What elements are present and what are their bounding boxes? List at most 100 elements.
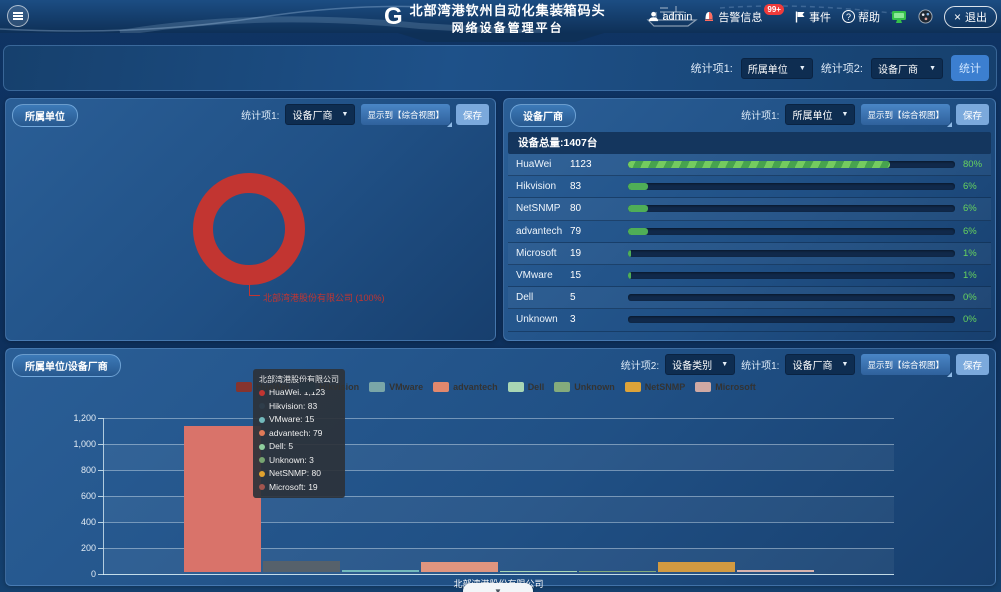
header-title-trapezoid xyxy=(398,33,604,42)
vendor-percent: 0% xyxy=(963,292,977,304)
y-axis-tick-label: 0 xyxy=(90,569,96,579)
logout-button[interactable]: × 退出 xyxy=(943,5,997,28)
vendor-count: 80 xyxy=(570,203,582,215)
alarm-count-badge: 99+ xyxy=(764,4,784,15)
stat1-value: 所属单位 xyxy=(747,64,788,76)
legend-item-netsnmp[interactable]: NetSNMP xyxy=(624,382,685,392)
vendor-count: 3 xyxy=(570,314,576,326)
bar-hikvision[interactable] xyxy=(263,561,340,572)
legend-swatch xyxy=(299,382,316,392)
axis-tick xyxy=(98,418,103,419)
show-to-composite-view-button[interactable]: 显示到【综合视图】 xyxy=(361,104,452,127)
legend-swatch xyxy=(624,382,641,392)
stat1-label: 统计项1: xyxy=(241,111,280,122)
vendor-row[interactable]: Dell 5 0% xyxy=(508,287,991,310)
owning-unit-controls: 统计项1: 设备厂商 ▼ 显示到【综合视图】 保存 xyxy=(241,104,489,127)
axis-tick xyxy=(98,522,103,523)
statistics-button[interactable]: 统计 xyxy=(951,55,989,81)
legend-item-hikvision[interactable]: Hikvision xyxy=(299,382,359,392)
vendor-row[interactable]: Microsoft 19 1% xyxy=(508,242,991,265)
axis-pointer-handle[interactable]: ▼ xyxy=(463,583,533,592)
stat1-label: 统计项1: xyxy=(741,361,780,372)
vendor-name: VMware xyxy=(516,270,553,282)
legend-swatch xyxy=(554,382,571,392)
legend-swatch xyxy=(507,382,524,392)
save-button[interactable]: 保存 xyxy=(455,104,489,125)
logo-icon: G xyxy=(384,3,403,30)
unit-vendor-stat1-select[interactable]: 设备厂商 ▼ xyxy=(785,354,856,375)
show-to-composite-view-button[interactable]: 显示到【综合视图】 xyxy=(861,354,952,377)
donut-label-line xyxy=(249,295,260,296)
global-filter-bar: 统计项1: 所属单位 ▼ 统计项2: 设备厂商 ▼ 统计 xyxy=(3,45,997,91)
legend-label: advantech xyxy=(453,382,498,392)
bar-huawei[interactable] xyxy=(184,426,261,572)
bar-netsnmp[interactable] xyxy=(658,562,735,572)
legend-item-unknown[interactable]: Unknown xyxy=(554,382,615,392)
chart-legend: HuaWei Hikvision VMware advantech Dell Unknow… xyxy=(98,382,894,392)
vendor-count: 19 xyxy=(570,247,582,259)
legend-item-vmware[interactable]: VMware xyxy=(369,382,423,392)
legend-label: Unknown xyxy=(574,382,615,392)
bar-advantech[interactable] xyxy=(421,562,498,572)
help-label: 帮助 xyxy=(857,11,880,24)
vendor-count: 79 xyxy=(570,225,582,237)
vendor-bar-fill xyxy=(628,272,632,280)
vendor-row[interactable]: Unknown 3 0% xyxy=(508,309,991,332)
y-axis-tick-label: 400 xyxy=(80,517,96,527)
vendor-bar-fill xyxy=(628,227,648,235)
bar-unknown[interactable] xyxy=(579,571,656,572)
vendor-row[interactable]: NetSNMP 80 6% xyxy=(508,198,991,221)
y-axis-line xyxy=(103,418,104,575)
donut-chart-segment[interactable] xyxy=(193,173,305,285)
vendor-percent: 6% xyxy=(963,225,977,237)
save-button[interactable]: 保存 xyxy=(955,104,989,125)
legend-item-huawei[interactable]: HuaWei xyxy=(236,382,289,392)
vendor-bar-track xyxy=(628,316,955,324)
bar-microsoft[interactable] xyxy=(737,570,814,572)
stat1-select[interactable]: 所属单位 ▼ xyxy=(740,57,813,79)
legend-item-microsoft[interactable]: Microsoft xyxy=(695,382,756,392)
legend-item-dell[interactable]: Dell xyxy=(507,382,544,392)
bar-dell[interactable] xyxy=(500,571,577,572)
gridline xyxy=(103,444,894,445)
chevron-down-icon: ▼ xyxy=(841,361,849,368)
vendor-bar-track xyxy=(628,227,955,235)
owning-unit-stat1-select[interactable]: 设备厂商 ▼ xyxy=(285,104,356,125)
legend-item-advantech[interactable]: advantech xyxy=(433,382,498,392)
vendor-row[interactable]: HuaWei 1123 80% xyxy=(508,154,991,177)
vendor-count: 5 xyxy=(570,292,576,304)
save-button[interactable]: 保存 xyxy=(955,354,989,375)
stat1-value: 设备厂商 xyxy=(792,361,833,372)
vendor-bar-track xyxy=(628,294,955,302)
chevron-down-icon: ▼ xyxy=(341,111,349,118)
alarm-menu[interactable]: 告警信息 99+ xyxy=(703,4,784,25)
show-to-composite-view-button[interactable]: 显示到【综合视图】 xyxy=(861,104,952,127)
event-menu[interactable]: 事件 xyxy=(795,9,831,25)
monitor-button[interactable] xyxy=(891,10,907,24)
menu-button[interactable] xyxy=(7,5,29,27)
stat2-select[interactable]: 设备厂商 ▼ xyxy=(871,57,943,79)
vendor-row[interactable]: Hikvision 83 6% xyxy=(508,176,991,199)
theme-button[interactable] xyxy=(918,9,933,24)
help-menu[interactable]: ? 帮助 xyxy=(841,9,880,25)
vendor-row[interactable]: VMware 15 1% xyxy=(508,265,991,288)
vendor-percent: 6% xyxy=(963,181,977,193)
unit-vendor-stat2-select[interactable]: 设备类别 ▼ xyxy=(665,354,736,375)
vendor-stat1-select[interactable]: 所属单位 ▼ xyxy=(785,104,856,125)
user-menu[interactable]: admin xyxy=(648,11,692,23)
legend-swatch xyxy=(369,382,386,392)
stat2-label: 统计项2: xyxy=(620,361,660,372)
legend-label: VMware xyxy=(389,382,424,392)
vendor-count: 15 xyxy=(570,270,582,282)
vendor-row[interactable]: advantech 79 6% xyxy=(508,221,991,243)
vendor-bar-track xyxy=(628,249,955,257)
y-axis-tick-label: 1,000 xyxy=(73,439,96,449)
stat2-value: 设备厂商 xyxy=(878,64,918,76)
top-header: G 北部湾港钦州自动化集装箱码头 网络设备管理平台 admin 告警信息 xyxy=(0,0,1001,35)
vendor-name: advantech xyxy=(516,225,563,237)
vendor-count: 83 xyxy=(570,181,582,193)
legend-swatch xyxy=(433,382,450,392)
bar-vmware[interactable] xyxy=(342,570,419,572)
axis-tick xyxy=(98,470,103,471)
